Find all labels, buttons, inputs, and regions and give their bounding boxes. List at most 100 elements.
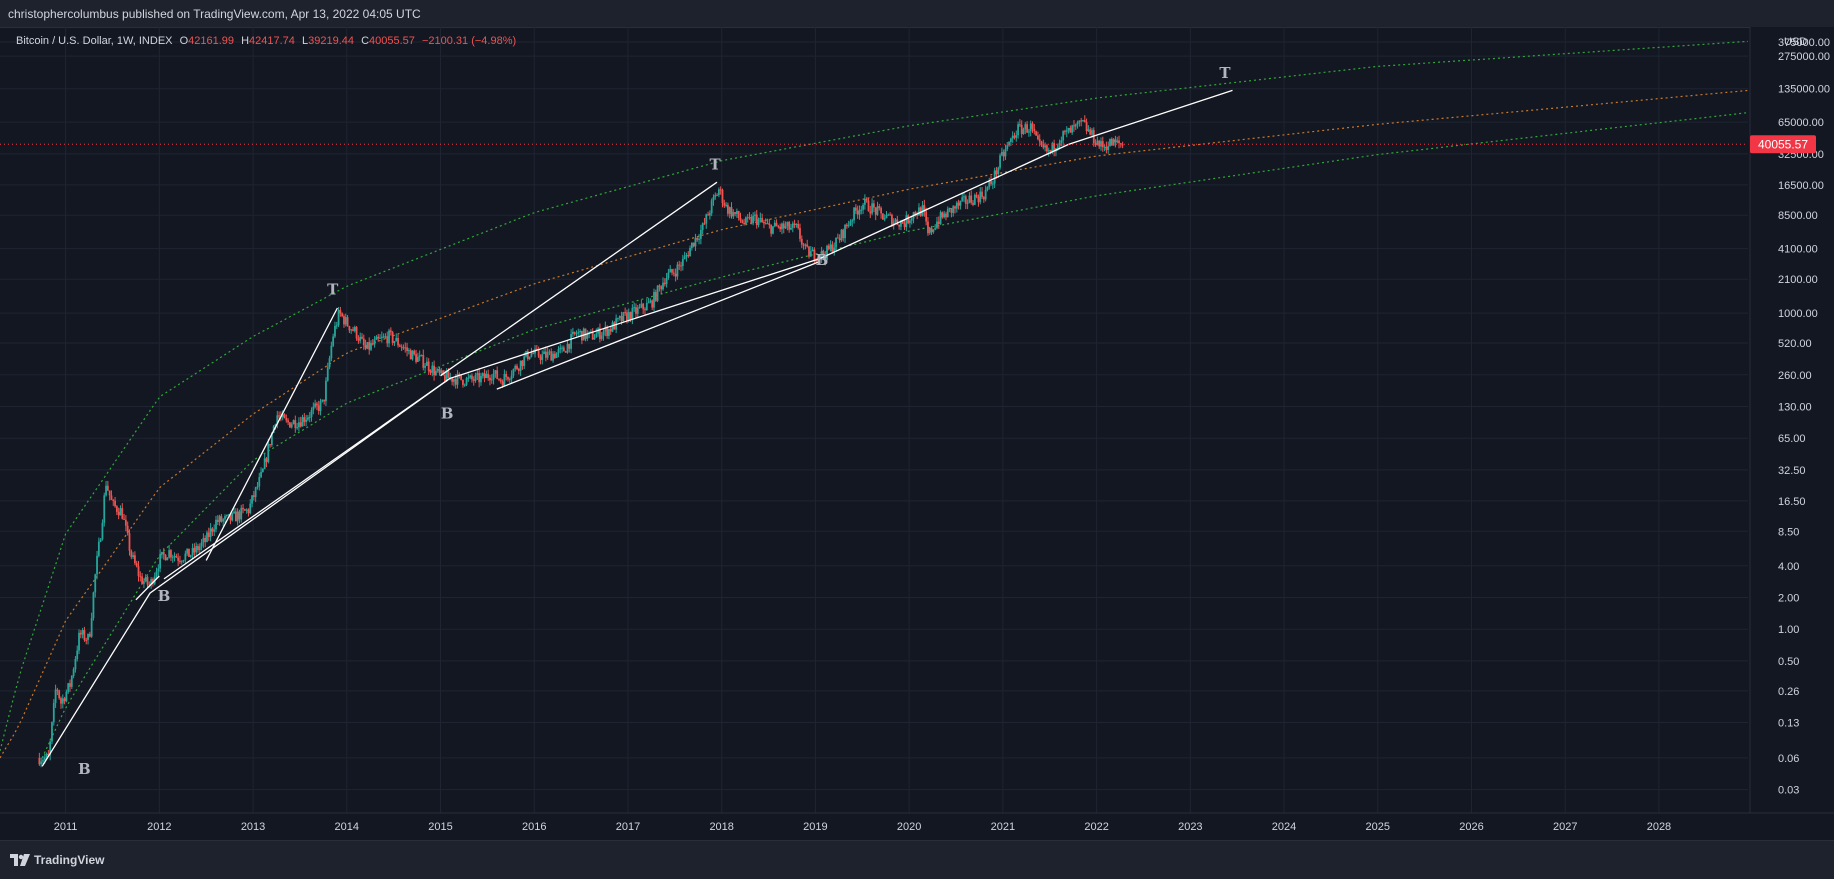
candle-body xyxy=(481,373,484,376)
candle-body xyxy=(465,378,468,385)
candle-body xyxy=(1006,145,1009,150)
candle-body xyxy=(90,618,93,637)
candle-body xyxy=(725,204,727,206)
candle-body xyxy=(1112,139,1115,146)
candle-body xyxy=(285,418,288,421)
candle-body xyxy=(811,249,814,252)
legend-change: −2100.31 (−4.98%) xyxy=(421,35,517,47)
brand-name: TradingView xyxy=(34,853,105,867)
candle-body xyxy=(957,202,960,206)
candle-body xyxy=(69,683,71,687)
candle-body xyxy=(397,337,399,346)
price-tick-label: 520.00 xyxy=(1778,338,1812,350)
price-tick-label: 1000.00 xyxy=(1778,308,1818,320)
candle-body xyxy=(471,375,473,380)
candle-body xyxy=(602,331,605,336)
candle-body xyxy=(384,336,387,338)
price-axis-bg xyxy=(1750,27,1834,840)
price-tick-label: 260.00 xyxy=(1778,370,1812,382)
candle-body xyxy=(492,373,495,380)
candle-body xyxy=(626,312,628,322)
candle-body xyxy=(979,191,982,203)
candle-body xyxy=(1042,144,1045,148)
candle-body xyxy=(1044,145,1047,148)
candle-body xyxy=(150,579,153,585)
candle-body xyxy=(1060,140,1063,143)
candle-body xyxy=(483,373,486,379)
candle-body xyxy=(1056,146,1059,149)
candle-body xyxy=(97,541,100,556)
candle-body xyxy=(604,326,607,332)
candle-body xyxy=(993,170,996,184)
candle-body xyxy=(968,195,971,203)
candle-body xyxy=(74,658,77,670)
candle-body xyxy=(1119,143,1122,145)
candle-body xyxy=(1083,120,1086,123)
trendline-rise-2011 xyxy=(135,575,160,601)
candle-body xyxy=(81,630,84,635)
candle-body xyxy=(182,560,185,562)
candle-body xyxy=(777,226,780,228)
candle-body xyxy=(458,373,461,375)
candle-body xyxy=(319,401,322,412)
candle-body xyxy=(831,244,834,253)
candle-body xyxy=(712,197,715,201)
candle-body xyxy=(193,547,196,553)
last-price-tag xyxy=(1750,135,1816,154)
axes[interactable]: 375000.00275000.00135000.0065000.0032500… xyxy=(0,27,1834,840)
candle-body xyxy=(1031,123,1034,129)
candle-body xyxy=(555,352,558,358)
candle-body xyxy=(842,229,845,239)
candle-body xyxy=(462,379,464,385)
candle-body xyxy=(685,255,688,257)
candle-body xyxy=(197,545,199,551)
candle-body xyxy=(45,753,48,758)
candle-body xyxy=(207,532,210,538)
annotation-label: T xyxy=(710,156,722,174)
candle-body xyxy=(135,563,138,567)
candle-body xyxy=(692,242,695,247)
candle-body xyxy=(294,420,297,429)
publish-line: christophercolumbus published on Trading… xyxy=(8,7,421,21)
candle-body xyxy=(204,537,207,542)
candle-body xyxy=(827,245,830,250)
candle-body xyxy=(750,216,753,224)
candle-body xyxy=(270,432,273,446)
candle-body xyxy=(195,545,198,553)
candle-body xyxy=(748,216,751,218)
candle-body xyxy=(444,374,446,382)
candle-body xyxy=(184,553,187,561)
tradingview-logo[interactable]: TradingView xyxy=(10,853,104,867)
candle-body xyxy=(669,269,672,273)
candle-body xyxy=(422,354,425,368)
chart-area[interactable]: B B T B T B T 375000.00 275000.00 135000.00 65000… xyxy=(0,27,1834,840)
candle-body xyxy=(575,333,578,335)
candle-body xyxy=(990,181,992,184)
candle-body xyxy=(853,207,855,221)
candle-body xyxy=(836,237,839,239)
candle-body xyxy=(287,420,290,423)
candle-body xyxy=(608,329,610,336)
candle-body xyxy=(564,351,567,353)
candle-body xyxy=(941,212,944,218)
candle-body xyxy=(115,506,118,512)
legend-high: 42417.74 xyxy=(249,35,295,47)
candle-body xyxy=(490,379,493,381)
candle-body xyxy=(380,336,383,338)
price-chart[interactable]: B B T B T B T 375000.00 275000.00 135000.00 65000… xyxy=(0,27,1834,840)
candle-body xyxy=(316,403,318,406)
candle-body xyxy=(180,561,183,563)
candle-body xyxy=(791,223,794,228)
candle-body xyxy=(507,376,509,380)
time-tick-label: 2012 xyxy=(147,821,171,833)
candle-body xyxy=(609,329,612,332)
candle-body xyxy=(997,167,1000,175)
candle-body xyxy=(480,375,482,383)
candle-body xyxy=(613,322,616,330)
time-tick-label: 2025 xyxy=(1366,821,1390,833)
price-tick-label: 4.00 xyxy=(1778,561,1799,573)
candle-body xyxy=(119,508,122,516)
candle-body xyxy=(988,181,991,188)
candle-body xyxy=(330,345,333,359)
price-tick-label: 2.00 xyxy=(1778,592,1799,604)
